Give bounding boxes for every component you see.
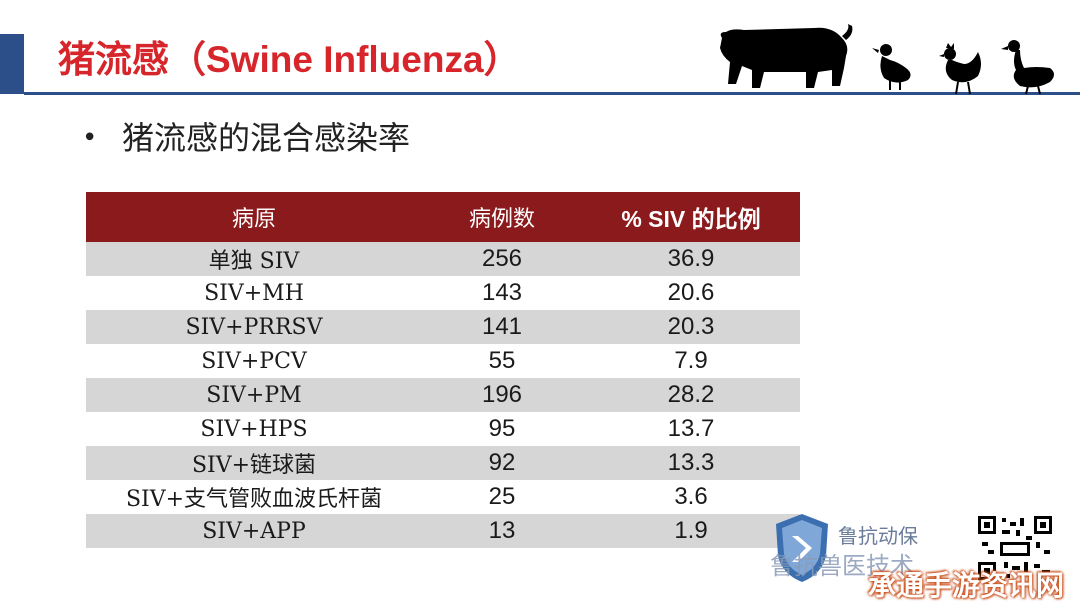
cell-percent: 7.9 [582,344,800,378]
cell-pathogen: SIV+PM [86,378,422,412]
cell-pathogen: SIV+MH [86,276,422,310]
duck-silhouette-icon [872,44,911,90]
table-header-row: 病原 病例数 % SIV 的比例 [86,192,800,242]
cell-percent: 3.6 [582,480,800,514]
cell-cases: 256 [422,242,582,276]
slide-title: 猪流感（Swine Influenza） [58,39,521,80]
coinfection-table: 病原 病例数 % SIV 的比例 单独 SIV 256 36.9 SIV+MH … [86,192,800,548]
table-row: SIV+MH 143 20.6 [86,276,800,310]
shield-logo-icon [776,514,828,582]
cell-pathogen: SIV+HPS [86,412,422,446]
site-watermark: 承通手游资讯网 [868,569,1065,602]
bullet-text: 猪流感的混合感染率 [122,119,411,157]
cell-cases: 143 [422,276,582,310]
cell-percent: 1.9 [582,514,800,548]
cell-pathogen: SIV+链球菌 [86,446,422,480]
rooster-silhouette-icon [939,43,981,95]
cell-cases: 13 [422,514,582,548]
cell-cases: 25 [422,480,582,514]
cell-pathogen: SIV+支气管败血波氏杆菌 [86,480,422,514]
cell-pathogen: 单独 SIV [86,242,422,276]
header-siv-percent: % SIV 的比例 [582,192,800,242]
cell-percent: 13.7 [582,412,800,446]
qr-code-icon [976,514,1054,582]
cell-pathogen: SIV+PCV [86,344,422,378]
title-underline [24,92,1080,95]
header-case-count: 病例数 [422,192,582,242]
cell-percent: 20.3 [582,310,800,344]
table-row: SIV+HPS 95 13.7 [86,412,800,446]
cell-pathogen: SIV+PRRSV [86,310,422,344]
header-pathogen: 病原 [86,192,422,242]
cell-cases: 196 [422,378,582,412]
table-row: SIV+支气管败血波氏杆菌 25 3.6 [86,480,800,514]
animal-silhouettes [720,24,1054,95]
cell-cases: 92 [422,446,582,480]
cell-pathogen: SIV+APP [86,514,422,548]
cell-percent: 28.2 [582,378,800,412]
table-row: SIV+PM 196 28.2 [86,378,800,412]
table-row: SIV+链球菌 92 13.3 [86,446,800,480]
table-row: SIV+PCV 55 7.9 [86,344,800,378]
title-accent-bar [0,34,24,94]
table-row: SIV+APP 13 1.9 [86,514,800,548]
bullet-marker: • [82,123,98,153]
cell-percent: 13.3 [582,446,800,480]
cell-cases: 141 [422,310,582,344]
brand-name: 鲁抗动保 [838,524,918,548]
cell-cases: 55 [422,344,582,378]
bullet-point: • 猪流感的混合感染率 [82,116,410,160]
cell-cases: 95 [422,412,582,446]
cell-percent: 36.9 [582,242,800,276]
cell-percent: 20.6 [582,276,800,310]
wechat-account-label: 鲁抗兽医技术 [770,552,914,580]
goose-silhouette-icon [1001,40,1054,95]
table-row: SIV+PRRSV 141 20.3 [86,310,800,344]
table-row: 单独 SIV 256 36.9 [86,242,800,276]
pig-silhouette-icon [720,24,853,88]
